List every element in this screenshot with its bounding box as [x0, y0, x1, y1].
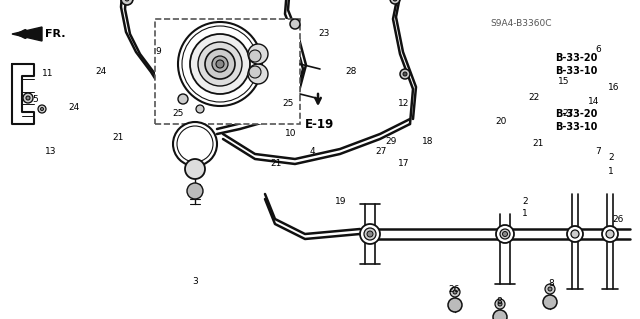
Circle shape [249, 66, 261, 78]
Text: 3: 3 [192, 277, 198, 286]
Text: 18: 18 [422, 137, 433, 145]
Polygon shape [12, 27, 42, 41]
Circle shape [248, 44, 268, 64]
Circle shape [177, 126, 213, 162]
Text: 1: 1 [522, 210, 528, 219]
Text: 21: 21 [532, 139, 543, 149]
Text: 12: 12 [398, 100, 410, 108]
Circle shape [182, 26, 258, 102]
Circle shape [498, 302, 502, 306]
Circle shape [493, 310, 507, 319]
Circle shape [364, 228, 376, 240]
Text: 26: 26 [612, 214, 623, 224]
Circle shape [543, 295, 557, 309]
Text: 13: 13 [45, 146, 56, 155]
Text: 8: 8 [548, 279, 554, 288]
Text: 14: 14 [588, 97, 600, 106]
Text: 28: 28 [345, 66, 356, 76]
Text: 2: 2 [608, 152, 614, 161]
Circle shape [500, 229, 510, 239]
Text: 1: 1 [608, 167, 614, 175]
Text: 11: 11 [42, 70, 54, 78]
Circle shape [187, 183, 203, 199]
Circle shape [448, 298, 462, 312]
Circle shape [190, 34, 250, 94]
Circle shape [121, 0, 133, 5]
Text: B-33-20: B-33-20 [555, 53, 597, 63]
Circle shape [249, 50, 261, 62]
Circle shape [212, 56, 228, 72]
Circle shape [567, 226, 583, 242]
Text: 6: 6 [595, 44, 601, 54]
Circle shape [548, 287, 552, 291]
Text: B-33-20: B-33-20 [555, 109, 597, 119]
Circle shape [450, 287, 460, 297]
Text: 27: 27 [375, 146, 387, 155]
Text: 24: 24 [68, 102, 79, 112]
Text: E-19: E-19 [305, 117, 334, 130]
Text: 26: 26 [448, 285, 460, 293]
Circle shape [545, 284, 555, 294]
Circle shape [496, 225, 514, 243]
Circle shape [125, 0, 129, 1]
Text: FR.: FR. [45, 29, 65, 39]
Text: 29: 29 [385, 137, 396, 145]
Text: 27: 27 [562, 109, 573, 118]
Text: 25: 25 [282, 100, 293, 108]
Text: 17: 17 [398, 160, 410, 168]
Circle shape [393, 0, 397, 1]
Circle shape [400, 69, 410, 79]
Bar [155, 19, 300, 124]
Circle shape [571, 230, 579, 238]
Circle shape [198, 42, 242, 86]
Circle shape [23, 93, 33, 103]
Circle shape [196, 105, 204, 113]
Circle shape [216, 60, 224, 68]
Text: B-33-10: B-33-10 [555, 122, 597, 132]
Circle shape [178, 94, 188, 104]
Circle shape [495, 299, 505, 309]
Text: 20: 20 [495, 116, 506, 125]
Circle shape [360, 224, 380, 244]
Text: 21: 21 [270, 160, 282, 168]
Text: 4: 4 [310, 146, 316, 155]
Circle shape [178, 22, 262, 106]
Text: 22: 22 [528, 93, 540, 101]
Circle shape [38, 105, 46, 113]
Circle shape [453, 290, 457, 294]
Text: 9: 9 [155, 47, 161, 56]
Circle shape [390, 0, 400, 4]
Circle shape [606, 230, 614, 238]
Circle shape [173, 122, 217, 166]
Circle shape [185, 159, 205, 179]
Text: 5: 5 [32, 94, 38, 103]
Circle shape [502, 232, 508, 236]
Text: 25: 25 [172, 109, 184, 118]
Text: 10: 10 [285, 130, 296, 138]
Text: 21: 21 [112, 132, 124, 142]
Text: 7: 7 [595, 146, 601, 155]
Text: B-33-10: B-33-10 [555, 66, 597, 76]
Circle shape [40, 108, 44, 110]
Text: 2: 2 [522, 197, 527, 205]
Text: S9A4-B3360C: S9A4-B3360C [490, 19, 552, 28]
Text: 23: 23 [318, 29, 330, 39]
Text: 15: 15 [558, 77, 570, 85]
Text: 16: 16 [608, 83, 620, 92]
Text: 24: 24 [95, 66, 106, 76]
Text: 19: 19 [335, 197, 346, 205]
Circle shape [205, 49, 235, 79]
Circle shape [403, 72, 407, 76]
Text: 8: 8 [496, 296, 502, 306]
Circle shape [248, 64, 268, 84]
Circle shape [602, 226, 618, 242]
Circle shape [367, 231, 373, 237]
Circle shape [290, 19, 300, 29]
Circle shape [26, 96, 30, 100]
